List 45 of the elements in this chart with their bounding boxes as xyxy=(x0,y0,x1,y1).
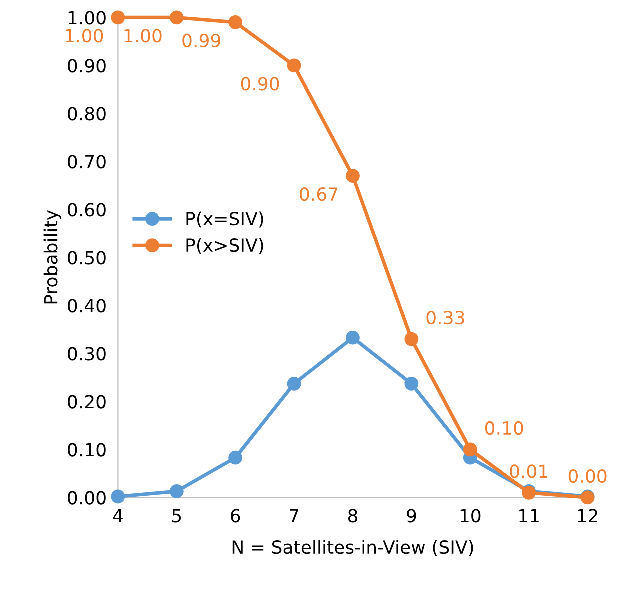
y-tick-label: 0.00 xyxy=(68,491,106,505)
y-tick-label: 0.10 xyxy=(68,443,106,457)
point xyxy=(111,10,126,25)
data-label: 0.99 xyxy=(182,34,220,48)
point xyxy=(287,376,302,391)
x-tick-label: 9 xyxy=(407,509,416,523)
point xyxy=(404,376,419,391)
x-tick-label: 8 xyxy=(348,509,358,523)
data-label: 0.33 xyxy=(426,311,464,325)
y-tick-label: 0.60 xyxy=(68,203,106,217)
data-label: 0.10 xyxy=(485,421,524,436)
y-axis-title: Probability xyxy=(44,210,62,304)
data-label: 0.90 xyxy=(241,77,280,91)
y-tick-label: 0.20 xyxy=(68,395,106,409)
point xyxy=(228,16,243,30)
data-label: 1.00 xyxy=(124,29,162,43)
data-label: 0.00 xyxy=(568,469,607,484)
y-tick-label: 0.90 xyxy=(68,59,106,73)
point xyxy=(463,442,478,457)
x-tick-label: 10 xyxy=(460,509,481,523)
y-tick-label: 0.70 xyxy=(68,155,106,169)
y-tick-label: 0.30 xyxy=(68,347,106,361)
point xyxy=(346,330,360,345)
point xyxy=(170,10,184,25)
y-tick-label: 1.00 xyxy=(68,11,106,25)
x-tick-label: 4 xyxy=(113,509,123,523)
data-label: 0.01 xyxy=(510,464,548,478)
legend-label: P(x=SIV) xyxy=(186,212,264,228)
x-tick-label: 7 xyxy=(290,509,298,523)
point xyxy=(287,58,302,73)
point xyxy=(228,450,243,465)
data-label: 0.67 xyxy=(300,188,338,202)
point xyxy=(404,332,419,346)
y-tick-label: 0.40 xyxy=(68,299,106,313)
legend-label: P(x>SIV) xyxy=(186,238,264,254)
point xyxy=(111,490,126,504)
x-tick-label: 6 xyxy=(231,509,240,523)
x-tick-label: 5 xyxy=(172,509,182,523)
point xyxy=(346,169,360,184)
x-tick-label: 12 xyxy=(578,509,598,523)
x-tick-label: 11 xyxy=(520,509,539,523)
x-axis-title: N = Satellites-in-View (SIV) xyxy=(232,540,474,556)
point xyxy=(170,484,184,498)
y-tick-label: 0.80 xyxy=(68,107,106,121)
y-tick-label: 0.50 xyxy=(68,251,106,265)
